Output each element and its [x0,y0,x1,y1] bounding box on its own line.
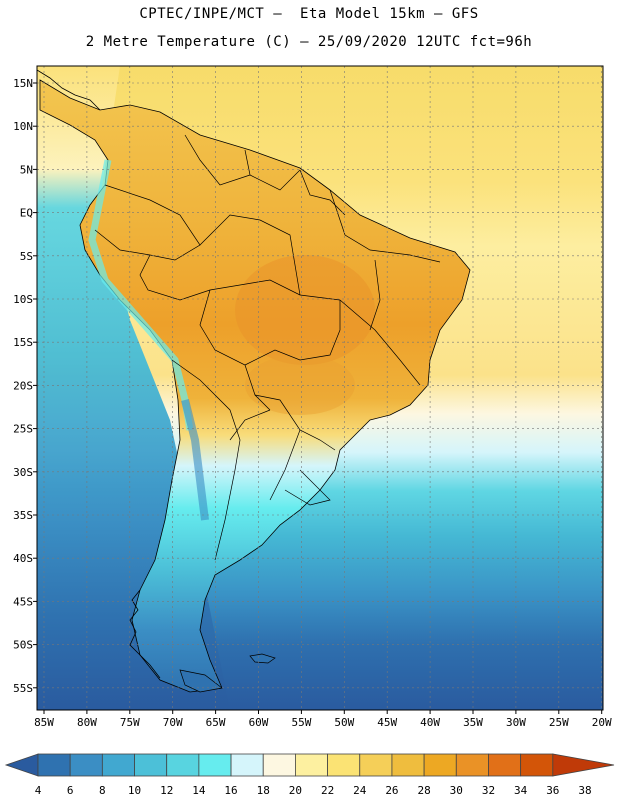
colorbar-tick-label: 14 [192,784,206,797]
map-frame [36,65,604,711]
colorbar-swatch [359,753,393,777]
colorbar-tick-label: 12 [160,784,173,797]
title-line-1: CPTEC/INPE/MCT – Eta Model 15km – GFS [139,6,479,22]
latitude-labels: 15N 10N 5N EQ 5S 10S 15S 20S 25S 30S 35S 40S 45S 50S 5… [13,77,33,695]
latitude-label: 35S [13,509,33,522]
colorbar-swatch [166,753,200,777]
colorbar-tick-label: 18 [257,784,270,797]
colorbar-swatch [198,753,232,777]
longitude-label: 75W [120,716,140,729]
colorbar-swatch [69,753,103,777]
latitude-label: 25S [13,423,33,436]
longitude-label: 80W [77,716,97,729]
country-borders [94,134,441,561]
latitude-label: 15N [13,77,33,90]
map-field [37,66,603,710]
colorbar-tick-label: 38 [578,784,591,797]
latitude-label: 55S [13,682,33,695]
colorbar-tick-label: 4 [35,784,42,797]
longitude-label: 50W [334,716,354,729]
colorbar-tick-label: 36 [546,784,559,797]
longitude-label: 65W [206,716,226,729]
colorbar-arrow-low [4,753,39,777]
colorbar-tick-label: 26 [385,784,398,797]
colorbar-tick-label: 6 [67,784,74,797]
latitude-label: 10S [13,293,33,306]
latitude-label: 30S [13,466,33,479]
colorbar-swatch [37,753,71,777]
title-line-2: 2 Metre Temperature (C) – 25/09/2020 12U… [85,34,533,50]
colorbar-swatch [295,753,328,777]
colorbar-tick-label: 20 [289,784,302,797]
colorbar-swatch [520,753,554,777]
longitude-label: 25W [549,716,569,729]
longitude-label: 55W [291,716,311,729]
colorbar-swatch [455,753,489,777]
latitude-label: 10N [13,120,33,133]
colorbar-tick-label: 30 [450,784,463,797]
colorbar-swatch [262,753,296,777]
longitude-labels: 85W 80W 75W 70W 65W 60W 55W 50W 45W 40W 35W 30W 25W 2… [34,716,612,729]
colorbar-tick-label: 10 [128,784,141,797]
graticule [33,66,603,714]
latitude-label: 20S [13,379,33,392]
latitude-label: 5S [20,250,33,263]
colorbar-tick-label: 16 [224,784,237,797]
longitude-label: 45W [377,716,397,729]
colorbar-arrow-high [552,753,615,777]
colorbar-swatch [327,753,361,777]
colorbar-swatch [134,753,168,777]
latitude-label: 50S [13,639,33,652]
colorbar-legend [4,753,615,777]
colorbar-tick-label: 24 [353,784,367,797]
longitude-label: 40W [420,716,440,729]
colorbar-swatch [488,753,522,777]
colorbar-tick-label: 32 [482,784,495,797]
latitude-label: 15S [13,336,33,349]
latitude-label: 40S [13,552,33,565]
colorbar-swatch [230,753,264,777]
colorbar-tick-label: 28 [417,784,430,797]
longitude-label: 20W [592,716,612,729]
colorbar-labels: 4 6 8 10 12 14 16 18 20 22 24 26 28 30 32 34 36 38 [35,784,592,797]
colorbar-swatch [391,753,425,777]
colorbar-tick-label: 8 [99,784,106,797]
colorbar-tick-label: 34 [514,784,528,797]
latitude-label: EQ [20,207,33,220]
colorbar-swatch [423,753,457,777]
colorbar-swatch [101,753,135,777]
colorbar-tick-label: 22 [321,784,334,797]
longitude-label: 30W [506,716,526,729]
longitude-label: 60W [249,716,269,729]
longitude-label: 70W [163,716,183,729]
latitude-label: 5N [20,163,33,176]
latitude-label: 45S [13,595,33,608]
longitude-label: 35W [463,716,483,729]
longitude-label: 85W [34,716,54,729]
